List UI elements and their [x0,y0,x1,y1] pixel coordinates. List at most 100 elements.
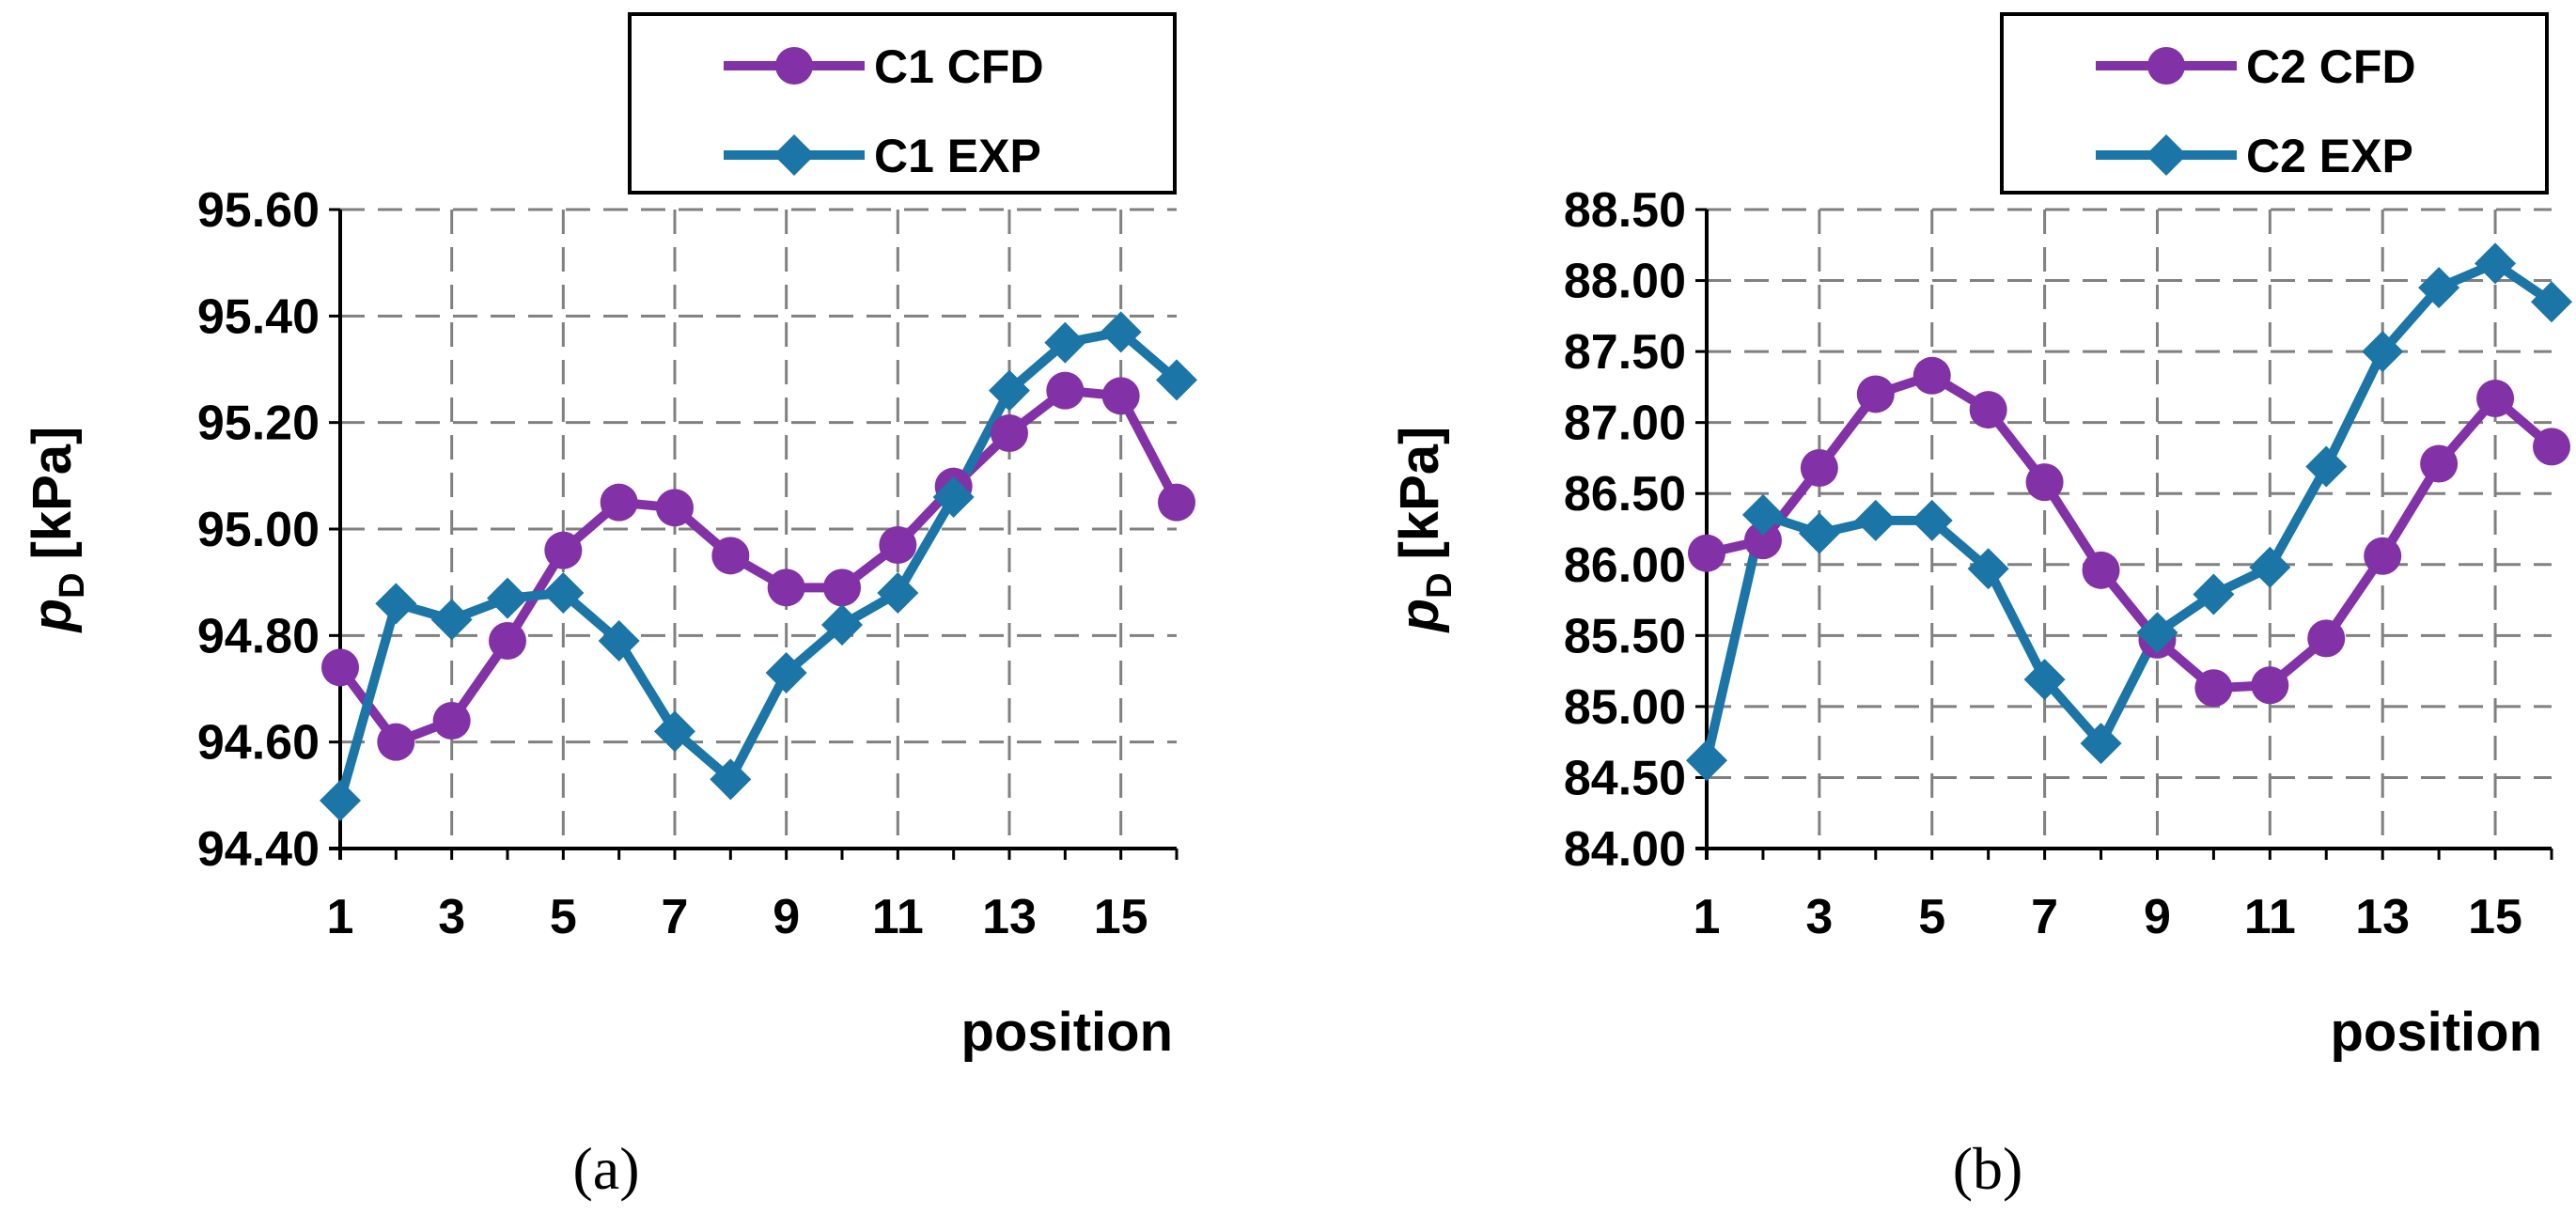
y-tick-label: 95.20 [197,397,320,451]
exp-data-point [1911,499,1953,541]
exp-data-point [598,620,640,662]
legend-label: C2 EXP [2246,130,2413,182]
exp-data-point [1798,512,1840,554]
cfd-data-point [489,622,526,660]
y-tick-label: 95.60 [197,183,320,238]
legend-marker-diamond [2146,134,2187,176]
x-tick-label: 7 [662,890,689,944]
exp-data-point [1044,321,1086,364]
exp-data-point [2418,267,2460,309]
exp-data-point [2136,612,2178,654]
cfd-data-point [2194,669,2233,708]
cfd-data-point [2251,666,2289,705]
y-axis-title-symbol: p [1389,599,1450,633]
legend-label: C1 CFD [874,40,1044,93]
exp-data-point [2475,242,2517,285]
exp-data-point [375,583,417,625]
x-tick-label: 11 [872,890,924,944]
cfd-data-point [2476,379,2515,417]
y-tick-label: 87.00 [1564,397,1686,451]
x-tick-label: 15 [2468,890,2522,944]
cfd-data-point [1856,375,1895,413]
exp-data-point [2305,445,2348,488]
cfd-data-point [879,526,917,564]
cfd-data-point [544,531,583,569]
exp-series-line [336,327,1180,802]
cfd-data-point [711,537,750,575]
cfd-data-point [1743,522,1782,560]
y-tick-label: 88.00 [1564,255,1686,309]
y-tick-label: 88.50 [1564,183,1686,238]
exp-data-point [710,758,752,801]
panel-caption: (a) [572,1135,639,1202]
exp-data-point [1686,740,1727,782]
cfd-data-point [1158,483,1195,522]
exp-data-point [1100,311,1142,353]
exp-data-point [542,572,585,614]
cfd-data-point [1046,371,1085,410]
y-axis-title-subscript: D [1420,572,1460,598]
exp-data-point [1967,548,2009,590]
y-tick-label: 94.80 [197,609,320,663]
x-tick-label: 13 [2355,890,2410,944]
panel-b: 84.00 84.50 85.00 85.50 86.00 86.50 87.00 87.50… [1389,12,2572,1202]
y-tick-label: 86.50 [1564,467,1686,522]
legend-marker-circle [775,47,813,85]
exp-data-point [877,572,919,614]
x-tick-label: 11 [2244,890,2296,944]
x-tick-label: 1 [1694,890,1721,944]
exp-data-point [654,710,695,753]
exp-data-point [487,577,528,619]
x-tick-label: 3 [1805,890,1833,944]
y-tick-label: 86.00 [1564,538,1686,593]
y-axis-title-unit: [kPa] [1389,427,1450,560]
x-tick-label: 5 [1918,890,1945,944]
cfd-data-point [1800,449,1838,488]
exp-data-point [430,599,473,641]
exp-data-point [821,604,863,646]
exp-data-point [1741,493,1784,536]
y-tick-label: 85.00 [1564,680,1686,735]
y-tick-label: 84.50 [1564,751,1686,805]
legend: C1 CFD C1 EXP [628,12,1177,195]
exp-data-point [320,780,361,821]
y-tick-label: 94.60 [197,716,320,771]
cfd-data-point [1101,377,1140,415]
exp-data-point [1156,359,1197,401]
y-tick-label: 95.40 [197,289,320,344]
y-tick-label: 87.50 [1564,325,1686,380]
cfd-data-point [2082,551,2120,589]
legend-marker-diamond [773,134,815,176]
cfd-data-point [1912,356,1951,395]
legend: C2 CFD C2 EXP [2000,12,2549,195]
cfd-data-point [377,723,415,761]
cfd-data-point [767,569,805,607]
y-tick-label: 94.40 [197,822,320,877]
exp-data-point [989,369,1030,412]
y-tick-label: 95.00 [197,503,320,557]
legend-box [2000,12,2549,195]
cfd-series-line [336,385,1181,747]
cfd-data-point [2025,463,2064,502]
exp-data-point [765,652,807,693]
x-axis-title: position [2330,1002,2542,1063]
exp-data-point [2249,546,2291,588]
cfd-data-point [432,702,471,740]
legend-box [628,12,1177,195]
y-axis-title: pD [kPa] [1389,427,1460,634]
exp-series-line [1702,258,2554,762]
cfd-data-point [991,414,1028,452]
legend-marker-circle [2147,47,2185,85]
exp-data-point [2023,659,2066,701]
cfd-data-point [2364,537,2402,575]
exp-data-point [2193,573,2235,615]
legend-label: C1 EXP [874,130,1041,182]
cfd-data-point [600,483,638,522]
cfd-data-point [2420,444,2459,483]
x-tick-label: 9 [773,890,800,944]
y-tick-label: 85.50 [1564,609,1686,663]
x-tick-label: 5 [550,890,577,944]
x-tick-label: 1 [327,890,354,944]
